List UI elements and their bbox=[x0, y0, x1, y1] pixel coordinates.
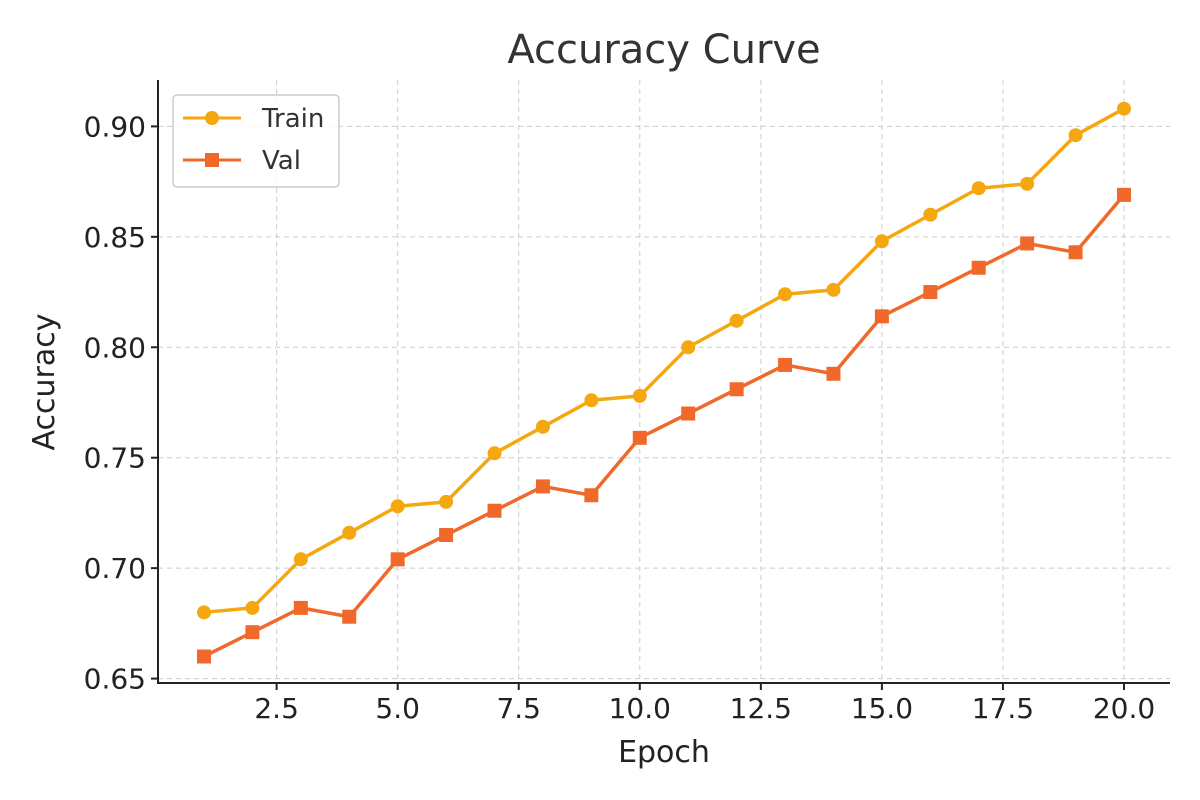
data-point-train bbox=[923, 207, 938, 222]
data-point-val bbox=[826, 366, 841, 381]
y-tick-label: 0.75 bbox=[84, 442, 146, 475]
data-point-train bbox=[390, 499, 405, 514]
data-point-train bbox=[197, 605, 211, 620]
series-line-val bbox=[203, 193, 1126, 659]
legend-train-marker bbox=[205, 111, 219, 125]
data-point-val bbox=[874, 309, 889, 324]
data-point-train bbox=[681, 340, 696, 355]
x-tick-label: 10.0 bbox=[609, 692, 671, 725]
data-point-train bbox=[778, 287, 793, 302]
x-tick-label: 7.5 bbox=[496, 692, 541, 725]
legend: Train Val bbox=[172, 94, 340, 188]
y-tick-label: 0.80 bbox=[84, 331, 146, 364]
data-point-val bbox=[971, 260, 986, 275]
data-point-val bbox=[245, 625, 260, 640]
legend-val-marker bbox=[205, 153, 219, 167]
data-point-train bbox=[632, 388, 647, 403]
data-point-train bbox=[1117, 101, 1131, 116]
data-point-val bbox=[390, 552, 405, 567]
data-point-train bbox=[826, 282, 841, 297]
data-point-train bbox=[971, 181, 986, 196]
data-point-val bbox=[1020, 236, 1035, 251]
grid-lines bbox=[158, 80, 1170, 683]
x-tick-label: 17.5 bbox=[972, 692, 1034, 725]
x-tick-label: 12.5 bbox=[730, 692, 792, 725]
x-tick-label: 20.0 bbox=[1093, 692, 1155, 725]
data-point-val bbox=[778, 357, 793, 372]
y-axis-label: Accuracy bbox=[27, 314, 62, 451]
data-point-val bbox=[439, 528, 454, 543]
x-axis-label: Epoch bbox=[618, 735, 710, 770]
y-tick-label: 0.65 bbox=[84, 663, 146, 696]
series-line-train bbox=[203, 107, 1125, 615]
data-point-train bbox=[342, 525, 357, 540]
data-point-val bbox=[729, 382, 744, 397]
legend-val-label: Val bbox=[262, 146, 301, 176]
ticks: 2.5 5.0 7.5 10.0 12.5 15.0 17.5 20.0 0.65 0.70 0.7… bbox=[84, 110, 1156, 725]
data-point-val bbox=[632, 430, 647, 445]
x-tick-label: 2.5 bbox=[254, 692, 299, 725]
y-tick-label: 0.70 bbox=[84, 552, 146, 585]
y-tick-label: 0.85 bbox=[84, 221, 146, 254]
data-point-val bbox=[197, 649, 211, 664]
data-point-val bbox=[487, 503, 502, 518]
data-point-train bbox=[245, 600, 260, 615]
y-tick-label: 0.90 bbox=[84, 110, 146, 143]
x-tick-label: 15.0 bbox=[851, 692, 913, 725]
axes bbox=[157, 80, 1170, 684]
chart-title: Accuracy Curve bbox=[507, 27, 820, 73]
data-point-val bbox=[1117, 187, 1131, 202]
x-tick-label: 5.0 bbox=[375, 692, 420, 725]
data-point-val bbox=[293, 600, 308, 615]
data-point-train bbox=[535, 419, 550, 434]
data-point-train bbox=[487, 446, 502, 461]
data-point-train bbox=[1020, 176, 1035, 191]
data-point-val bbox=[1068, 245, 1083, 260]
series-layer bbox=[197, 101, 1131, 664]
data-point-train bbox=[1068, 128, 1083, 143]
data-point-train bbox=[293, 552, 308, 567]
data-point-val bbox=[535, 479, 550, 494]
data-point-val bbox=[923, 285, 938, 300]
data-point-val bbox=[584, 488, 599, 503]
data-point-train bbox=[729, 313, 744, 328]
data-point-train bbox=[874, 234, 889, 249]
data-point-val bbox=[681, 406, 696, 421]
legend-train-label: Train bbox=[261, 104, 324, 134]
data-point-train bbox=[439, 494, 454, 509]
data-point-train bbox=[584, 393, 599, 408]
data-point-val bbox=[342, 609, 357, 624]
